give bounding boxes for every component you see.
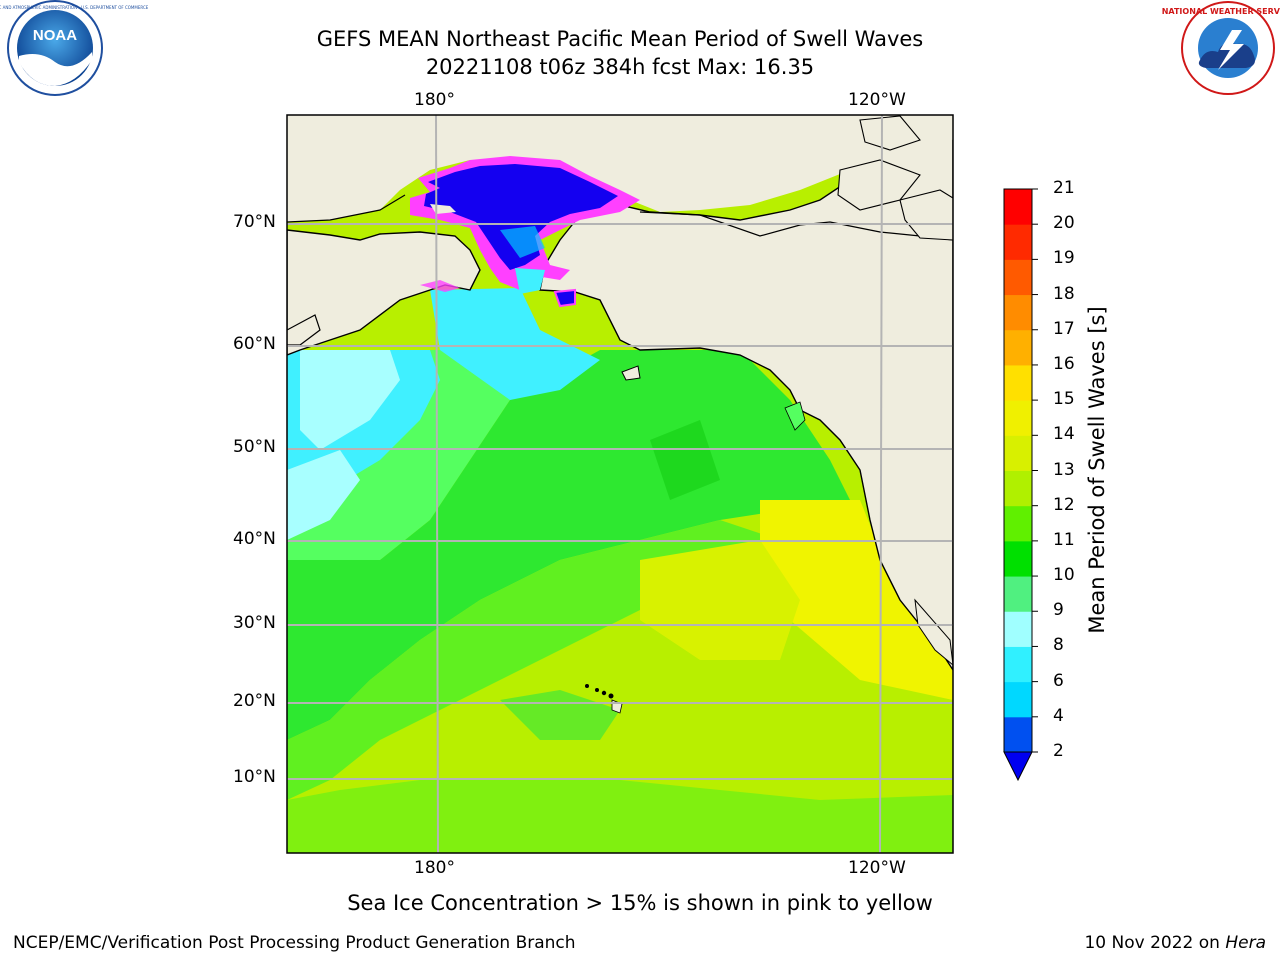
colorbar-bin-9-10 — [1004, 576, 1032, 612]
map-frame — [286, 114, 954, 854]
colorbar-tick-label: 20 — [1053, 213, 1075, 234]
colorbar-bin-4-6 — [1004, 681, 1032, 718]
colorbar-tick-label: 16 — [1053, 353, 1075, 374]
colorbar-tick-label: 6 — [1053, 670, 1064, 691]
lat-label-70n: 70°N — [233, 212, 276, 232]
map-panel — [287, 115, 953, 853]
lat-label-50n: 50°N — [233, 437, 276, 457]
colorbar-bin-13-14 — [1004, 435, 1032, 471]
lon-label-120w-top: 120°W — [848, 90, 906, 110]
sea-ice-note: Sea Ice Concentration > 15% is shown in … — [347, 891, 933, 915]
lat-label-60n: 60°N — [233, 334, 276, 354]
colorbar-tick-label: 14 — [1053, 424, 1075, 445]
colorbar-tick-label: 12 — [1053, 494, 1075, 515]
credit-text: NCEP/EMC/Verification Post Processing Pr… — [13, 933, 576, 953]
colorbar-tick-label: 9 — [1053, 600, 1064, 621]
lat-label-30n: 30°N — [233, 613, 276, 633]
svg-text:NATIONAL OCEANIC AND ATMOSPHER: NATIONAL OCEANIC AND ATMOSPHERIC ADMINIS… — [0, 5, 149, 10]
title-line-1: GEFS MEAN Northeast Pacific Mean Period … — [316, 27, 924, 51]
lon-label-120w-bottom: 120°W — [848, 858, 906, 878]
colorbar-bin-14-15 — [1004, 400, 1032, 436]
svg-text:NATIONAL WEATHER SERVICE: NATIONAL WEATHER SERVICE — [1162, 7, 1280, 16]
colorbar-bin-16-17 — [1004, 329, 1032, 366]
colorbar-tick-label: 21 — [1053, 178, 1075, 198]
colorbar-bin-11-12 — [1004, 505, 1032, 542]
colorbar-tick-label: 18 — [1053, 283, 1075, 304]
lat-label-20n: 20°N — [233, 691, 276, 711]
noaa-logo: NOAA NATIONAL OCEANIC AND ATMOSPHERIC AD… — [0, 0, 149, 96]
colorbar-tick-label: 15 — [1053, 389, 1075, 410]
colorbar-tick-label: 11 — [1053, 529, 1075, 550]
colorbar-tick-label: 13 — [1053, 459, 1075, 480]
lat-label-40n: 40°N — [233, 529, 276, 549]
colorbar-tick-label: 10 — [1053, 565, 1075, 586]
nws-logo: NATIONAL WEATHER SERVICE — [1162, 1, 1280, 95]
colorbar-bin-18-19 — [1004, 259, 1032, 296]
lon-label-180-top: 180° — [414, 90, 455, 110]
colorbar-bin-8-9 — [1004, 611, 1032, 647]
colorbar-bin-6-8 — [1004, 646, 1032, 683]
host-name: Hera — [1225, 933, 1266, 953]
date-text: 10 Nov 2022 on — [1084, 933, 1220, 953]
date-line: 10 Nov 2022 on Hera — [1084, 933, 1266, 953]
colorbar-under-arrow — [1003, 751, 1033, 782]
colorbar-bin-19-20 — [1004, 224, 1032, 260]
colorbar-tick-label: 19 — [1053, 248, 1075, 269]
colorbar-bin-20-21 — [1004, 189, 1032, 225]
colorbar-tick-label: 17 — [1053, 318, 1075, 339]
colorbar-bin-15-16 — [1004, 364, 1032, 401]
title-line-2: 20221108 t06z 384h fcst Max: 16.35 — [425, 55, 815, 79]
colorbar — [1003, 188, 1038, 782]
svg-text:NOAA: NOAA — [33, 27, 77, 44]
colorbar-tick-label: 2 — [1053, 741, 1064, 761]
colorbar-bin-17-18 — [1004, 294, 1032, 331]
lat-label-10n: 10°N — [233, 767, 276, 787]
lon-label-180-bottom: 180° — [414, 858, 455, 878]
colorbar-tick-label: 4 — [1053, 705, 1064, 726]
colorbar-bin-2-4 — [1004, 716, 1032, 753]
colorbar-tick-label: 8 — [1053, 635, 1064, 656]
colorbar-bin-10-11 — [1004, 540, 1032, 577]
colorbar-label: Mean Period of Swell Waves [s] — [1085, 306, 1109, 634]
colorbar-bin-12-13 — [1004, 470, 1032, 507]
